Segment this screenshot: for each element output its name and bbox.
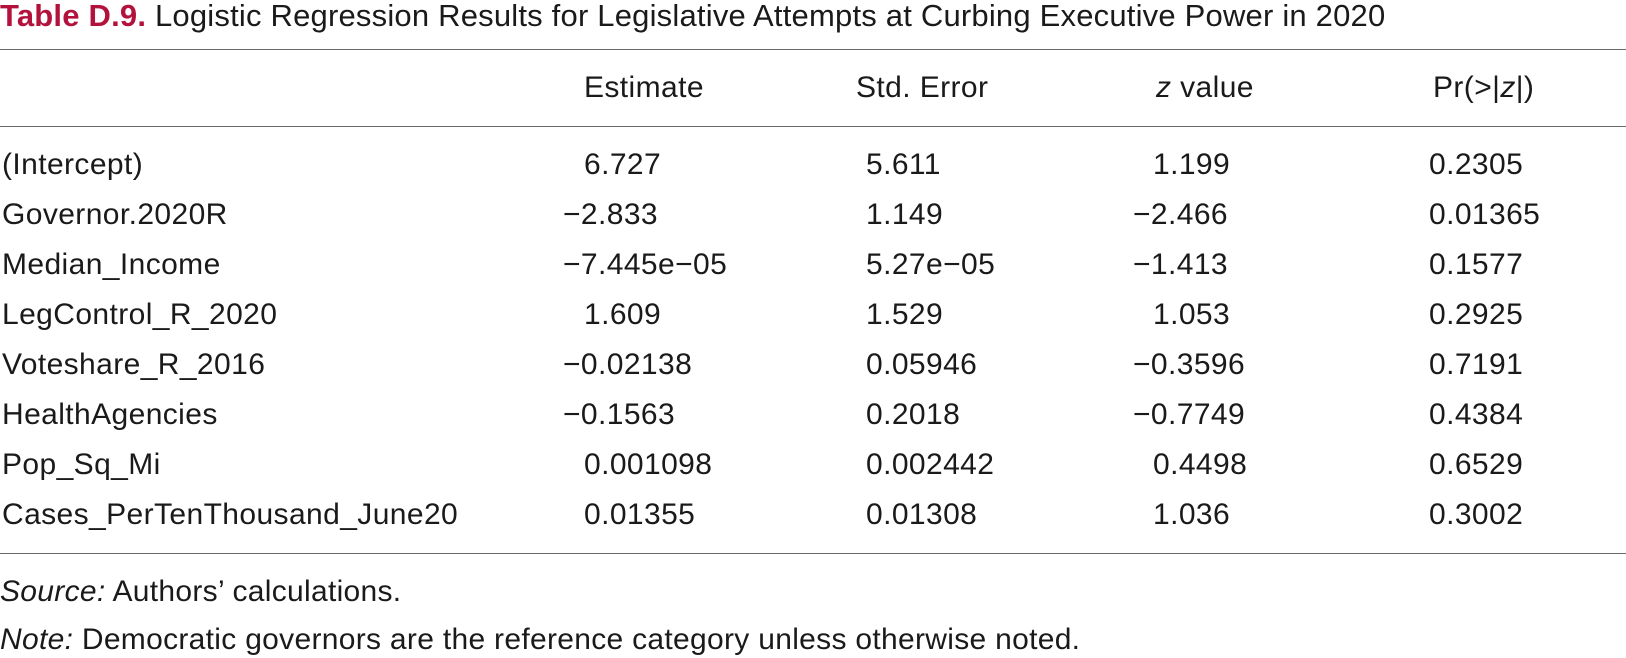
cell-estimate: 1.609 — [584, 298, 662, 331]
header-z-variable: z — [1156, 71, 1172, 104]
cell-estimate: 6.727 — [584, 148, 662, 181]
header-std-error: Std. Error — [856, 71, 989, 104]
cell-term: Governor.2020R — [2, 198, 228, 231]
cell-std-error: 0.01308 — [866, 498, 978, 531]
header-p-value: Pr(>|z|) — [1433, 70, 1534, 106]
source-label: Source: — [0, 575, 106, 608]
cell-estimate: 0.001098 — [584, 448, 713, 481]
cell-std-error: 5.27e−05 — [866, 248, 996, 281]
cell-p-value: 0.7191 — [1429, 348, 1524, 381]
general-note: Note: Democratic governors are the refer… — [0, 622, 1080, 658]
cell-z-value: −1.413 — [1133, 248, 1228, 281]
table-label: Table D.9. — [0, 0, 147, 33]
header-p-suffix: |) — [1515, 71, 1535, 104]
table-title: Logistic Regression Results for Legislat… — [154, 0, 1386, 33]
note-label: Note: — [0, 623, 74, 656]
header-estimate: Estimate — [584, 71, 704, 104]
cell-term: (Intercept) — [2, 148, 144, 181]
source-text: Authors’ calculations. — [105, 575, 402, 608]
top-rule — [0, 49, 1626, 50]
cell-estimate: −0.02138 — [563, 348, 693, 381]
header-z-value-text: value — [1171, 71, 1254, 104]
cell-z-value: −0.3596 — [1133, 348, 1246, 381]
cell-std-error: 1.149 — [866, 198, 944, 231]
note-text: Democratic governors are the reference c… — [73, 623, 1081, 656]
cell-estimate: −7.445e−05 — [563, 248, 728, 281]
cell-std-error: 0.002442 — [866, 448, 995, 481]
cell-z-value: 1.199 — [1153, 148, 1231, 181]
cell-std-error: 0.05946 — [866, 348, 978, 381]
header-z-value: z value — [1156, 70, 1254, 106]
cell-std-error: 5.611 — [866, 148, 941, 181]
cell-p-value: 0.6529 — [1429, 448, 1524, 481]
cell-p-value: 0.4384 — [1429, 398, 1524, 431]
cell-term: Median_Income — [2, 248, 221, 281]
cell-term: LegControl_R_2020 — [2, 298, 278, 331]
cell-p-value: 0.2305 — [1429, 148, 1524, 181]
cell-term: Cases_PerTenThousand_June20 — [2, 498, 459, 531]
cell-z-value: 1.053 — [1153, 298, 1231, 331]
cell-std-error: 1.529 — [866, 298, 944, 331]
header-p-variable: z — [1500, 71, 1516, 104]
cell-term: HealthAgencies — [2, 398, 218, 431]
cell-z-value: −2.466 — [1133, 198, 1228, 231]
cell-term: Pop_Sq_Mi — [2, 448, 161, 481]
cell-p-value: 0.3002 — [1429, 498, 1524, 531]
cell-estimate: −2.833 — [563, 198, 658, 231]
bottom-rule — [0, 553, 1626, 554]
cell-p-value: 0.2925 — [1429, 298, 1524, 331]
cell-p-value: 0.01365 — [1429, 198, 1541, 231]
cell-std-error: 0.2018 — [866, 398, 961, 431]
header-p-prefix: Pr(>| — [1433, 71, 1501, 104]
cell-estimate: 0.01355 — [584, 498, 696, 531]
header-rule — [0, 126, 1626, 127]
cell-z-value: 1.036 — [1153, 498, 1231, 531]
cell-p-value: 0.1577 — [1429, 248, 1524, 281]
cell-term: Voteshare_R_2016 — [2, 348, 266, 381]
source-note: Source: Authors’ calculations. — [0, 574, 401, 610]
cell-z-value: −0.7749 — [1133, 398, 1246, 431]
cell-estimate: −0.1563 — [563, 398, 676, 431]
table-caption: Table D.9. Logistic Regression Results f… — [0, 0, 1385, 34]
cell-z-value: 0.4498 — [1153, 448, 1248, 481]
